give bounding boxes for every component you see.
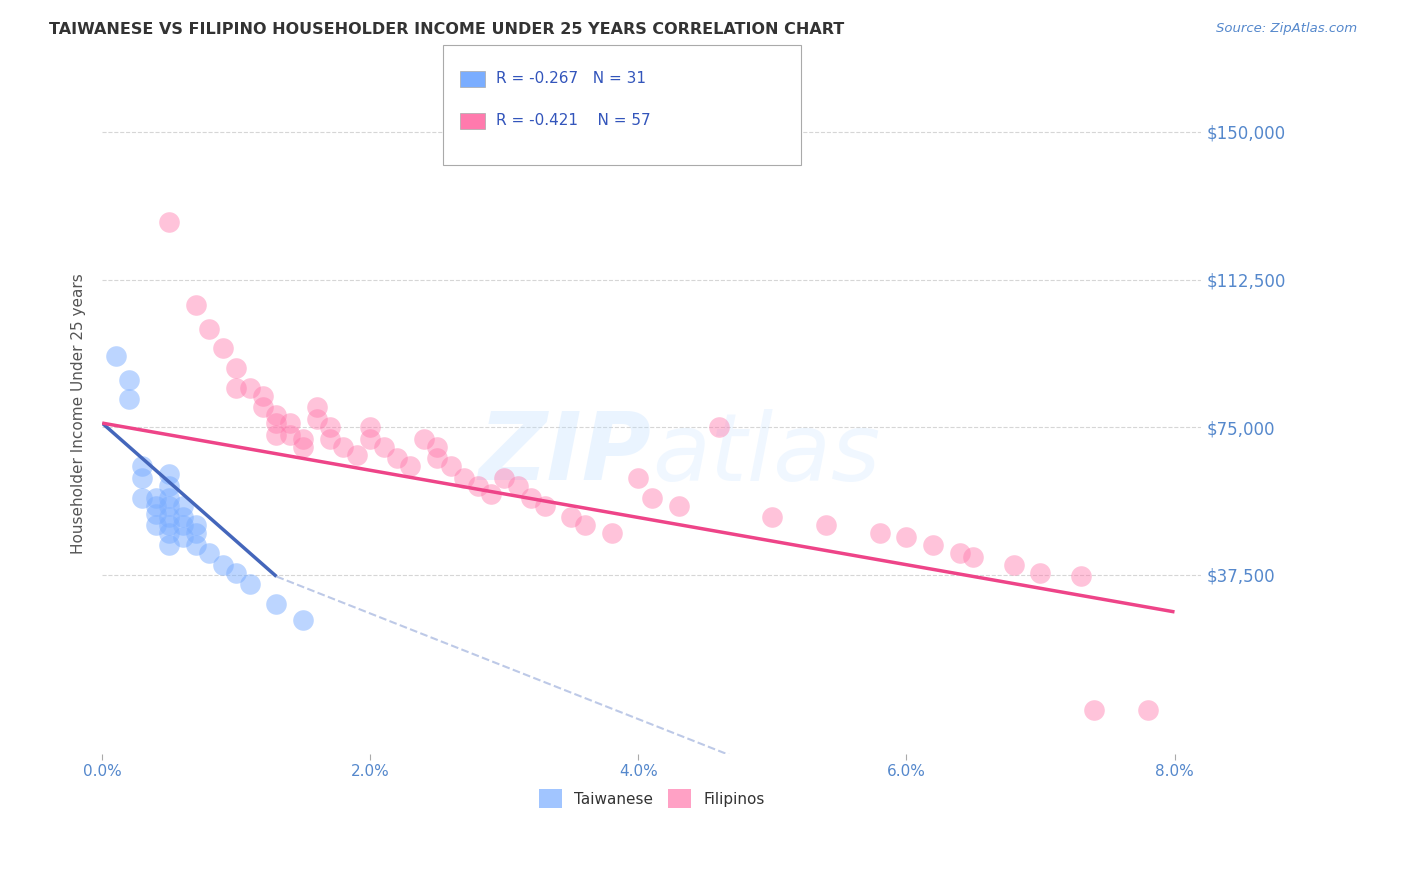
Point [157,215,180,229]
Point [814,518,837,533]
Point [172,518,194,533]
Text: atlas: atlas [652,409,880,500]
Point [225,566,247,580]
Point [157,491,180,505]
Point [225,361,247,376]
Point [467,479,489,493]
Point [707,420,730,434]
Point [145,518,167,533]
Point [266,408,288,422]
Point [426,440,449,454]
Point [373,440,395,454]
Point [278,416,301,430]
Point [574,518,596,533]
Point [198,546,221,560]
Point [131,471,153,485]
Point [1002,558,1025,572]
Point [292,432,315,446]
Text: R = -0.267   N = 31: R = -0.267 N = 31 [496,71,647,86]
Point [1083,703,1105,717]
Point [560,510,582,524]
Point [157,526,180,541]
Point [399,459,422,474]
Point [305,401,328,415]
Point [319,432,342,446]
Point [627,471,650,485]
Point [761,510,783,524]
Point [252,401,274,415]
Point [104,349,127,363]
Point [869,526,891,541]
Point [172,499,194,513]
Point [184,298,207,312]
Point [225,381,247,395]
Point [479,487,502,501]
Point [641,491,664,505]
Point [184,518,207,533]
Point [198,321,221,335]
Point [145,491,167,505]
Point [278,428,301,442]
Point [211,558,233,572]
Point [600,526,623,541]
Point [949,546,972,560]
Point [1136,703,1159,717]
Text: ZIP: ZIP [479,408,652,500]
Point [131,459,153,474]
Point [145,507,167,521]
Point [494,471,516,485]
Point [346,448,368,462]
Point [506,479,529,493]
Point [292,440,315,454]
Point [157,518,180,533]
Legend: Taiwanese, Filipinos: Taiwanese, Filipinos [533,783,770,814]
Point [668,499,690,513]
Point [412,432,434,446]
Point [962,549,984,564]
Point [157,479,180,493]
Point [385,451,408,466]
Text: R = -0.421    N = 57: R = -0.421 N = 57 [496,113,651,128]
Point [896,530,918,544]
Point [157,510,180,524]
Y-axis label: Householder Income Under 25 years: Householder Income Under 25 years [72,273,86,554]
Text: TAIWANESE VS FILIPINO HOUSEHOLDER INCOME UNDER 25 YEARS CORRELATION CHART: TAIWANESE VS FILIPINO HOUSEHOLDER INCOME… [49,22,845,37]
Point [319,420,342,434]
Point [1029,566,1052,580]
Point [332,440,354,454]
Point [184,526,207,541]
Point [252,388,274,402]
Point [118,392,141,407]
Point [157,467,180,482]
Point [131,491,153,505]
Point [440,459,463,474]
Point [157,499,180,513]
Point [453,471,475,485]
Point [1070,569,1092,583]
Point [266,416,288,430]
Point [239,381,262,395]
Point [533,499,555,513]
Point [172,530,194,544]
Point [922,538,945,552]
Point [426,451,449,466]
Point [266,597,288,611]
Point [520,491,543,505]
Point [266,428,288,442]
Point [305,412,328,426]
Point [145,499,167,513]
Point [184,538,207,552]
Point [292,613,315,627]
Point [211,342,233,356]
Point [359,420,381,434]
Point [172,510,194,524]
Point [157,538,180,552]
Point [118,373,141,387]
Point [359,432,381,446]
Text: Source: ZipAtlas.com: Source: ZipAtlas.com [1216,22,1357,36]
Point [239,577,262,591]
